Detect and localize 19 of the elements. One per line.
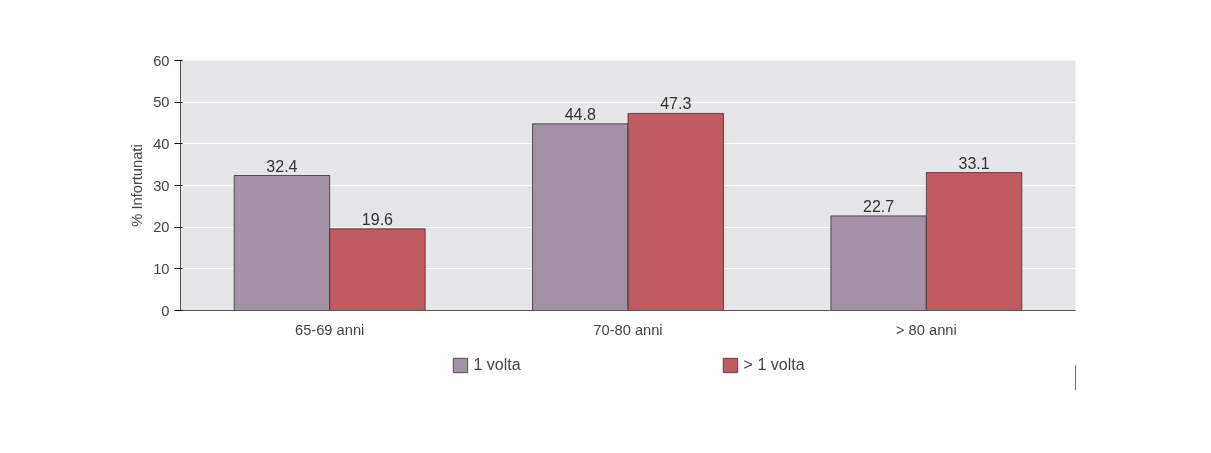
x-tick-label: 70-80 anni <box>593 321 663 338</box>
y-tick-label: 20 <box>153 219 170 236</box>
x-tick-label: > 80 anni <box>895 321 957 338</box>
y-tick-label: 10 <box>153 260 170 277</box>
legend-label: 1 volta <box>473 356 521 374</box>
y-tick-label: 60 <box>153 52 170 69</box>
y-tick-label: 0 <box>161 302 170 319</box>
y-axis-title: % Infortunati <box>129 144 146 227</box>
y-tick-label: 30 <box>153 177 170 194</box>
data-label: 32.4 <box>266 157 298 175</box>
y-tick-label: 50 <box>153 94 170 111</box>
x-tick-label: 65-69 anni <box>295 321 365 338</box>
data-label: 33.1 <box>958 154 990 172</box>
y-tick-label: 40 <box>153 135 170 152</box>
data-label: 44.8 <box>564 105 596 123</box>
data-label: 19.6 <box>361 210 394 228</box>
data-label: 47.3 <box>660 95 692 113</box>
legend-label: > 1 volta <box>743 356 805 374</box>
data-label: 22.7 <box>863 197 895 215</box>
